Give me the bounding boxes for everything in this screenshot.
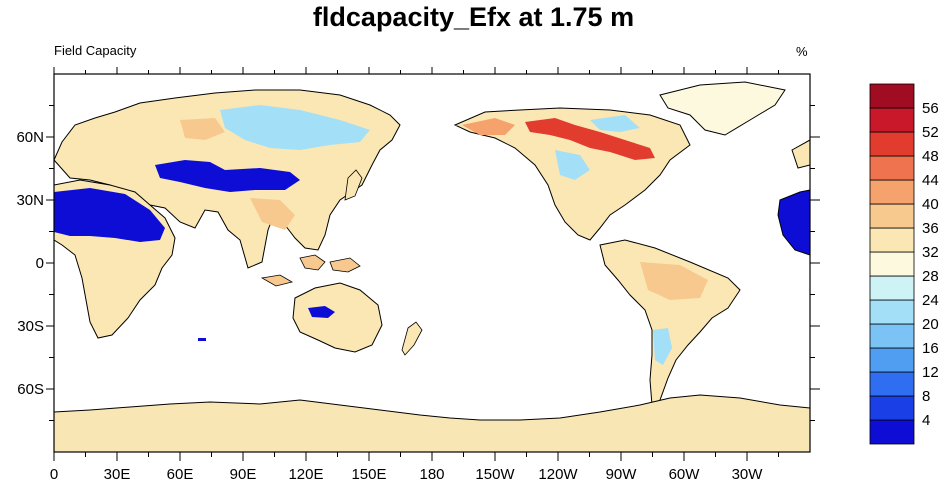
colorbar-label: 28: [922, 268, 939, 285]
region-south-america-dry: [653, 328, 672, 365]
colorbar-label: 44: [922, 172, 939, 189]
land-greenland: [659, 81, 786, 136]
colorbar-label: 40: [922, 196, 939, 213]
lat-tick-label: 0: [36, 255, 44, 272]
lon-tick-label: 120E: [288, 466, 323, 483]
lon-tick-label: 150W: [475, 466, 515, 483]
land-kerguelen: [198, 338, 206, 341]
colorbar-label: 8: [922, 388, 930, 405]
colorbar-swatch: [869, 251, 915, 277]
lat-tick-label: 60N: [16, 129, 44, 146]
lat-tick-label: 30N: [16, 192, 44, 209]
colorbar-label: 56: [922, 100, 939, 117]
colorbar-swatch: [869, 395, 915, 421]
colorbar-label: 36: [922, 220, 939, 237]
lat-tick-group: 60N 30N 0 30S 60S: [16, 129, 820, 398]
units-label: %: [796, 44, 808, 59]
colorbar-label: 52: [922, 124, 939, 141]
region-eurasia-wet: [180, 118, 295, 230]
colorbar-label: 48: [922, 148, 939, 165]
region-sahara: [54, 188, 165, 242]
lon-tick-label: 30E: [104, 466, 131, 483]
region-central-asia: [155, 160, 300, 192]
lon-tick-label: 30W: [732, 466, 764, 483]
region-amazon-wet: [640, 262, 708, 300]
land-west-africa-edge: [777, 189, 810, 256]
lon-tick-label: 90W: [606, 466, 638, 483]
land-europe-edge: [791, 139, 810, 169]
region-australia-dry: [308, 306, 335, 318]
region-canada-high: [525, 118, 655, 160]
map-area: [54, 74, 810, 452]
lon-tick-label: 90E: [230, 466, 257, 483]
colorbar-swatch: [869, 419, 915, 445]
lon-tick-label: 180: [419, 466, 444, 483]
region-alaska-wet: [462, 118, 515, 135]
colorbar-label: 24: [922, 292, 939, 309]
colorbar-swatch: [869, 299, 915, 325]
land-new-zealand: [401, 321, 423, 356]
colorbar-swatch: [869, 107, 915, 133]
colorbar-swatch: [869, 131, 915, 157]
minor-tick-group: [49, 70, 815, 457]
colorbar-swatch: [869, 371, 915, 397]
colorbar-swatch: [869, 203, 915, 229]
colorbar-swatch: [869, 323, 915, 349]
colorbar-swatch: [869, 155, 915, 181]
colorbar-label: 20: [922, 316, 939, 333]
colorbar-label: 32: [922, 244, 939, 261]
colorbar-label: 12: [922, 364, 939, 381]
land-japan: [344, 169, 363, 201]
colorbar-swatch: [869, 227, 915, 253]
region-na-dry: [555, 115, 640, 180]
chart-title: fldcapacity_Efx at 1.75 m: [312, 2, 635, 32]
colorbar-label: 16: [922, 340, 939, 357]
lon-tick-group: 0 30E 60E 90E 120E 150E 180 150W 120W 90W 60W 30W: [50, 67, 763, 483]
colorbar-swatch: [869, 179, 915, 205]
chart-subtitle: Field Capacity: [54, 43, 137, 58]
lon-tick-label: 60W: [669, 466, 701, 483]
lat-tick-label: 30S: [17, 318, 44, 335]
land-maritime-se-asia: [260, 254, 361, 287]
land-antarctica: [54, 394, 810, 452]
region-siberia-low: [220, 105, 370, 150]
colorbar-swatch: [869, 275, 915, 301]
lon-tick-label: 60E: [167, 466, 194, 483]
lon-tick-label: 150E: [351, 466, 386, 483]
land-australia: [292, 282, 383, 353]
colorbar-swatch: [869, 83, 915, 109]
lon-tick-label: 0: [50, 466, 58, 483]
colorbar-label: 4: [922, 412, 930, 429]
lon-tick-label: 120W: [538, 466, 578, 483]
lat-tick-label: 60S: [17, 381, 44, 398]
colorbar-swatch: [869, 347, 915, 373]
